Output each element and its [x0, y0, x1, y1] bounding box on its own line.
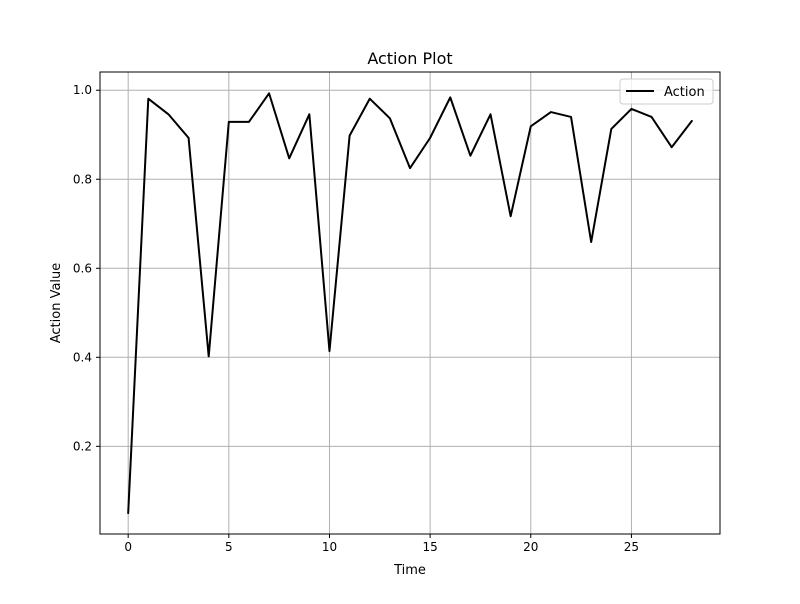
chart-title: Action Plot — [367, 49, 452, 68]
x-tick-label: 10 — [322, 540, 337, 554]
x-tick-label: 0 — [124, 540, 132, 554]
x-tick-label: 5 — [225, 540, 233, 554]
y-tick-label: 0.4 — [73, 350, 92, 364]
x-axis-label: Time — [393, 563, 426, 578]
legend: Action — [619, 78, 714, 105]
y-tick-label: 0.2 — [73, 439, 92, 453]
x-tick-label: 20 — [523, 540, 538, 554]
plot-area-frame — [99, 71, 721, 535]
y-axis-label: Action Value — [49, 263, 64, 344]
legend-label-action: Action — [664, 85, 705, 100]
y-tick-label: 1.0 — [73, 83, 92, 97]
x-tick-label: 25 — [624, 540, 639, 554]
axis-ticks: 0 5 10 15 20 25 0.2 0.4 0.6 0.8 1.0 — [73, 83, 639, 554]
legend-box — [619, 78, 714, 105]
x-tick-label: 15 — [422, 540, 437, 554]
grid — [100, 72, 720, 534]
series-layer — [127, 92, 693, 515]
series-line-action — [127, 92, 693, 515]
y-tick-label: 0.8 — [73, 172, 92, 186]
y-tick-label: 0.6 — [73, 261, 92, 275]
